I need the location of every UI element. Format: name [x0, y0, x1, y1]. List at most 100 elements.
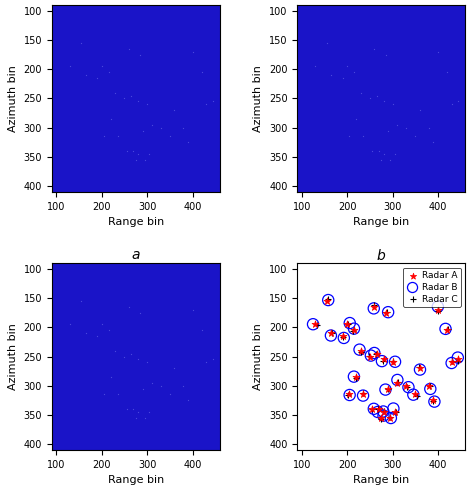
Radar C [377, 415, 385, 423]
Point [382, 50, 390, 58]
Point [134, 356, 142, 364]
Radar B [324, 296, 332, 304]
Point [134, 408, 142, 416]
Radar A [344, 320, 351, 328]
Point [171, 364, 178, 372]
Point [130, 147, 137, 155]
Point [184, 138, 192, 146]
Point [443, 68, 451, 76]
Radar B [356, 346, 363, 354]
Radar B [394, 376, 401, 384]
Point [100, 390, 108, 398]
Point [132, 414, 140, 422]
Point [209, 98, 217, 106]
Radar B [359, 392, 367, 400]
Radar C [434, 308, 442, 316]
Radar A [366, 352, 374, 360]
Y-axis label: Azimuth bin: Azimuth bin [253, 65, 263, 132]
Radar C [413, 392, 420, 400]
Radar C [324, 296, 332, 304]
Radar A [384, 384, 392, 392]
Point [344, 62, 351, 70]
Radar A [339, 332, 346, 340]
Point [312, 62, 319, 70]
Point [143, 358, 151, 366]
Radar A [448, 358, 455, 366]
Point [100, 132, 108, 140]
Text: $\mathit{a}$: $\mathit{a}$ [131, 248, 141, 262]
Point [323, 39, 330, 47]
X-axis label: Range bin: Range bin [108, 476, 164, 486]
Radar B [382, 386, 389, 394]
Point [94, 74, 101, 82]
Radar A [323, 297, 330, 305]
X-axis label: Range bin: Range bin [108, 218, 164, 228]
Point [209, 356, 217, 364]
Radar C [352, 374, 360, 382]
Point [180, 124, 187, 132]
Radar A [373, 350, 380, 358]
Point [184, 396, 192, 404]
Radar B [384, 308, 392, 316]
Point [111, 88, 119, 96]
Radar B [392, 358, 399, 366]
Y-axis label: Azimuth bin: Azimuth bin [8, 65, 18, 132]
Radar C [358, 348, 365, 356]
Radar B [380, 412, 387, 420]
Point [134, 98, 142, 106]
Point [425, 124, 433, 132]
Radar C [368, 405, 376, 413]
Point [198, 68, 205, 76]
Point [380, 98, 387, 106]
Radar A [380, 356, 387, 364]
Radar A [430, 396, 437, 404]
Radar B [370, 405, 377, 413]
Radar A [386, 414, 394, 422]
Radar B [434, 302, 442, 310]
Point [130, 405, 137, 413]
Point [137, 50, 144, 58]
Point [143, 100, 151, 108]
Radar A [402, 382, 410, 390]
Point [377, 156, 385, 164]
Point [380, 150, 387, 158]
Point [125, 303, 133, 311]
Radar C [374, 406, 382, 413]
Radar B [309, 320, 317, 328]
Y-axis label: Azimuth bin: Azimuth bin [8, 323, 18, 390]
Point [114, 132, 121, 140]
Radar B [405, 383, 412, 391]
Point [146, 150, 153, 158]
Radar C [392, 408, 399, 416]
Radar A [425, 382, 433, 390]
Radar C [444, 326, 452, 334]
Point [105, 326, 112, 334]
Point [82, 71, 90, 79]
Point [78, 297, 85, 305]
Radar C [415, 362, 423, 370]
Radar A [352, 373, 360, 381]
Radar B [387, 414, 395, 422]
Radar C [386, 412, 394, 420]
Point [350, 68, 358, 76]
Radar C [381, 406, 388, 414]
Point [148, 379, 156, 387]
Radar C [426, 382, 434, 390]
Point [366, 94, 374, 102]
Radar B [340, 334, 348, 342]
Point [368, 147, 376, 155]
Point [107, 115, 115, 123]
Point [203, 100, 210, 108]
Point [148, 121, 156, 129]
Point [94, 332, 101, 340]
Radar A [391, 408, 399, 416]
Point [166, 132, 173, 140]
Point [373, 92, 380, 100]
Radar A [345, 390, 353, 398]
Radar B [367, 352, 375, 360]
Point [141, 156, 149, 164]
Radar C [372, 350, 380, 358]
Point [345, 132, 353, 140]
Point [123, 147, 131, 155]
Point [359, 132, 367, 140]
